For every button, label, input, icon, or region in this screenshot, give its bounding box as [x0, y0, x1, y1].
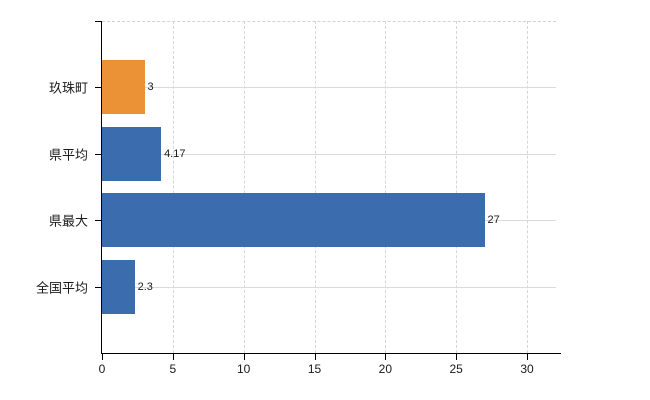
- x-axis-tick: [527, 354, 528, 360]
- y-axis-tick: [95, 87, 101, 89]
- y-axis-tick: [95, 153, 101, 155]
- bar-value-label: 3: [147, 81, 154, 94]
- bar-value-label: 4.17: [164, 147, 186, 160]
- bar-2: [102, 126, 162, 181]
- y-axis-top-tick: [95, 21, 101, 22]
- category-label: 県最大: [48, 213, 88, 229]
- x-tick-label: 25: [449, 362, 463, 376]
- gridline-vertical: [243, 21, 245, 353]
- x-axis-tick: [243, 354, 245, 360]
- x-tick-label: 0: [98, 362, 106, 376]
- x-tick-label: 15: [307, 362, 322, 376]
- y-axis-tick: [95, 220, 101, 222]
- gridline-vertical: [527, 21, 528, 353]
- x-axis-tick: [102, 354, 103, 360]
- x-axis-tick: [314, 354, 316, 360]
- x-tick-label: 30: [520, 362, 534, 376]
- gridline-horizontal: [102, 153, 557, 155]
- bar-1: [102, 60, 145, 115]
- bar-value-label: 27: [487, 214, 500, 227]
- x-tick-label: 10: [236, 362, 251, 376]
- x-tick-label: 5: [169, 362, 177, 376]
- gridline-top: [102, 21, 557, 22]
- x-axis-tick: [172, 354, 174, 360]
- bar-4: [102, 259, 135, 314]
- gridline-vertical: [172, 21, 174, 353]
- plot-area: 3 4.17 27 2.3: [101, 21, 561, 354]
- x-axis-tick: [456, 354, 458, 360]
- category-label: 玖珠町: [48, 80, 88, 96]
- bar-value-label: 2.3: [137, 280, 153, 293]
- x-axis-tick: [385, 354, 387, 360]
- gridline-horizontal: [102, 286, 557, 288]
- category-label: 県平均: [48, 147, 88, 163]
- gridline-vertical: [385, 21, 387, 353]
- gridline-vertical: [314, 21, 316, 353]
- y-axis-tick: [95, 286, 101, 288]
- gridline-horizontal: [102, 87, 557, 89]
- x-tick-label: 20: [378, 362, 393, 376]
- gridline-vertical: [456, 21, 458, 353]
- category-label: 全国平均: [35, 280, 88, 296]
- bar-3: [102, 193, 485, 248]
